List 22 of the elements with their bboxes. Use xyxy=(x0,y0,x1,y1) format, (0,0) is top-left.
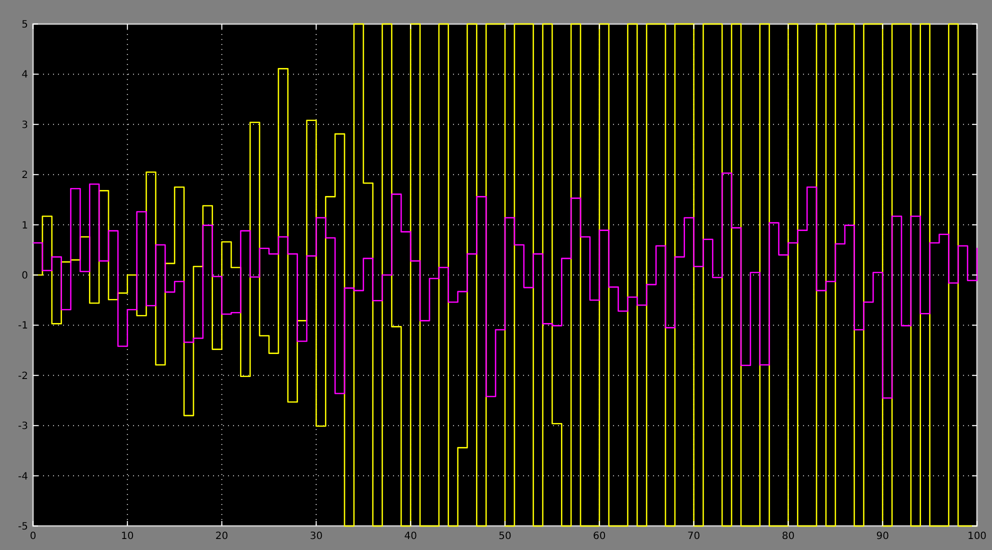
y-tick-label: -2 xyxy=(18,370,28,382)
x-tick-label: 50 xyxy=(498,531,512,542)
x-tick-label: 90 xyxy=(876,531,889,542)
y-tick-label: 1 xyxy=(22,220,28,232)
x-tick-label: 30 xyxy=(310,531,323,542)
x-tick-label: 100 xyxy=(967,531,987,542)
y-tick-label: 2 xyxy=(22,170,28,182)
y-tick-label: -4 xyxy=(18,471,28,482)
y-tick-label: 5 xyxy=(22,20,28,30)
x-tick-label: 20 xyxy=(215,531,228,542)
y-tick-label: -1 xyxy=(18,320,28,332)
x-tick-label: 40 xyxy=(404,531,417,542)
x-tick-label: 70 xyxy=(687,531,700,542)
x-tick-label: 80 xyxy=(782,531,795,542)
y-tick-label: -5 xyxy=(18,522,28,532)
x-tick-label: 10 xyxy=(121,531,134,542)
y-tick-label: -3 xyxy=(18,421,28,432)
y-tick-label: 3 xyxy=(22,120,28,131)
x-tick-label: 0 xyxy=(30,531,36,542)
y-tick-label: 4 xyxy=(22,70,28,81)
y-tick-label: 0 xyxy=(22,270,28,282)
x-tick-label: 60 xyxy=(593,531,606,542)
